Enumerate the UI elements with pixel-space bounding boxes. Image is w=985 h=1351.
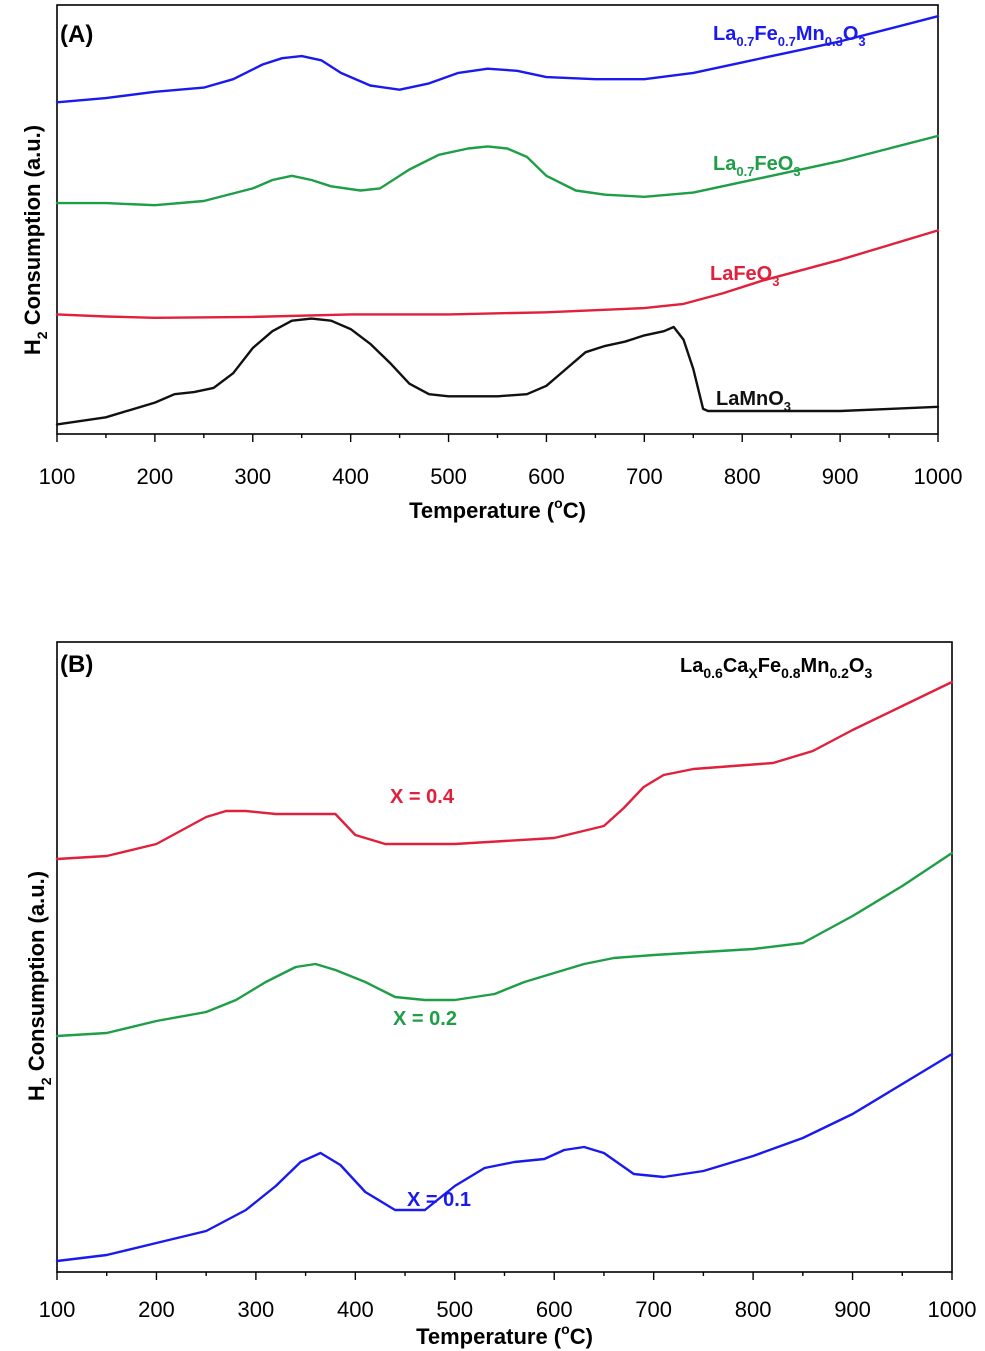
y-axis-title: H2 Consumption (a.u.) xyxy=(20,125,50,355)
series-label: X = 0.4 xyxy=(390,786,455,808)
panel-gap xyxy=(0,540,985,620)
series-line xyxy=(55,1052,954,1263)
x-tick-label: 500 xyxy=(430,464,467,489)
series-label: La0.7FeO3 xyxy=(713,153,801,179)
y-axis-title-group: H2 Consumption (a.u.) xyxy=(20,125,50,355)
series-line xyxy=(55,229,940,319)
series-label: LaFeO3 xyxy=(710,263,779,289)
x-tick-label: 900 xyxy=(822,464,859,489)
x-axis-title: Temperature (oC) xyxy=(409,495,586,523)
x-tick-label: 200 xyxy=(137,464,174,489)
x-tick-label: 600 xyxy=(528,464,565,489)
chart-title: La0.6CaXFe0.8Mn0.2O3 xyxy=(680,655,872,681)
x-tick-label: 100 xyxy=(39,464,76,489)
series-line xyxy=(55,680,954,861)
x-tick-label: 300 xyxy=(234,464,271,489)
x-tick-label: 900 xyxy=(834,1297,871,1322)
x-tick-label: 400 xyxy=(332,464,369,489)
panel-a-chart: 100 200 300 400 500 600 700 800 900 1000 Temperatu… xyxy=(20,4,963,523)
x-tick-label: 100 xyxy=(39,1297,76,1322)
panel-id: (A) xyxy=(60,21,93,48)
x-tick-label: 800 xyxy=(735,1297,772,1322)
x-tick-label: 600 xyxy=(536,1297,573,1322)
series-line xyxy=(55,317,940,426)
x-axis-title: Temperature (oC) xyxy=(416,1321,593,1349)
x-tick-label: 1000 xyxy=(914,464,963,489)
x-tick-label: 200 xyxy=(138,1297,175,1322)
x-tick-label: 800 xyxy=(724,464,761,489)
series-line xyxy=(55,851,954,1038)
x-tick-label: 300 xyxy=(238,1297,275,1322)
series-line xyxy=(55,134,940,207)
x-tick-label: 1000 xyxy=(928,1297,977,1322)
series-label: X = 0.2 xyxy=(393,1008,457,1030)
x-tick-label: 700 xyxy=(626,464,663,489)
y-axis-title-group: H2 Consumption (a.u.) xyxy=(24,871,54,1101)
series-label: X = 0.1 xyxy=(407,1189,471,1211)
series-label: La0.7Fe0.7Mn0.3O3 xyxy=(713,23,866,49)
y-axis-title: H2 Consumption (a.u.) xyxy=(24,871,54,1101)
panel-id: (B) xyxy=(60,651,93,678)
series-line xyxy=(55,15,940,104)
x-tick-label: 700 xyxy=(635,1297,672,1322)
x-tick-label: 500 xyxy=(436,1297,473,1322)
panel-b-chart: 100 200 300 400 500 600 700 800 900 1000 Temperatu… xyxy=(24,641,977,1349)
x-tick-label: 400 xyxy=(337,1297,374,1322)
series-label: LaMnO3 xyxy=(716,388,791,414)
plot-frame xyxy=(56,641,953,1273)
